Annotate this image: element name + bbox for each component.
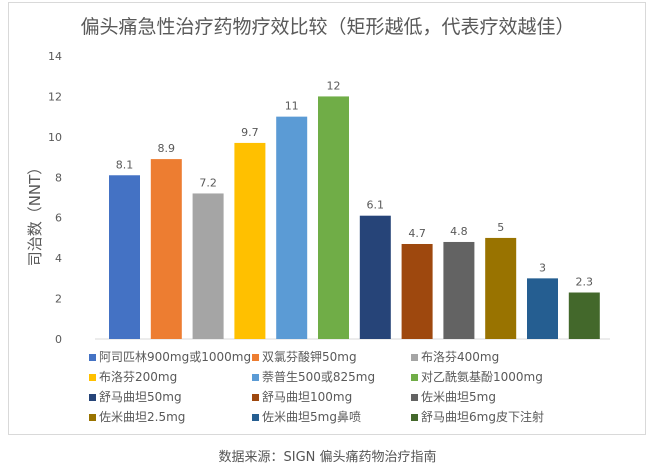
y-tick-label: 8: [55, 171, 62, 184]
legend-label: 布洛芬200mg: [99, 369, 177, 384]
legend-swatch: [252, 354, 259, 361]
legend-swatch: [252, 374, 259, 381]
legend: 阿司匹林900mg或1000mg 双氯芬酸钾50mg 布洛芬400mg 布洛芬200m…: [89, 349, 544, 424]
bar-value-label: 8.1: [116, 158, 134, 171]
bar: [527, 278, 558, 339]
y-axis-label: 司治数（NNT）: [26, 160, 44, 267]
legend-swatch: [411, 414, 418, 421]
bar: [443, 241, 475, 339]
bar: [234, 142, 266, 339]
bar: [359, 215, 391, 339]
bar-value-label: 12: [327, 79, 341, 92]
chart-title: 偏头痛急性治疗药物疗效比较（矩形越低，代表疗效越佳）: [80, 16, 575, 38]
legend-swatch: [252, 414, 259, 421]
legend-label: 舒马曲坦50mg: [99, 390, 182, 404]
y-tick-label: 4: [55, 252, 62, 265]
legend-label: 阿司匹林900mg或1000mg: [99, 350, 251, 364]
legend-label: 萘普生500或825mg: [262, 370, 375, 384]
legend-label: 双氯芬酸钾50mg: [262, 349, 357, 364]
legend-swatch: [89, 354, 96, 361]
bar: [401, 243, 433, 339]
legend-swatch: [89, 414, 96, 421]
legend-swatch: [411, 354, 418, 361]
y-tick-label: 6: [55, 212, 62, 225]
legend-swatch: [411, 394, 418, 401]
data-source-note: 数据来源：SIGN 偏头痛药物治疗指南: [218, 450, 437, 465]
bar: [276, 116, 308, 340]
bar: [485, 237, 517, 339]
bar-value-label: 2.3: [576, 276, 594, 289]
bar-value-label: 4.8: [450, 225, 468, 238]
bar-value-label: 8.9: [158, 142, 176, 155]
bar: [109, 175, 140, 339]
bars: 8.1 8.9 7.2 9.7 11 12 6.1 4.7 4.8 5 3 2.3: [109, 79, 600, 340]
bar-value-label: 11: [285, 100, 299, 113]
y-tick-label: 12: [48, 90, 62, 103]
y-tick-label: 2: [55, 293, 62, 306]
legend-swatch: [89, 374, 96, 381]
legend-swatch: [89, 394, 96, 401]
legend-label: 佐米曲坦5mg: [421, 390, 496, 404]
legend-label: 舒马曲坦6mg皮下注射: [421, 409, 544, 424]
legend-label: 布洛芬400mg: [421, 349, 499, 364]
bar-value-label: 4.7: [408, 227, 426, 240]
y-tick-labels: 0 2 4 6 8 10 12 14: [48, 50, 62, 346]
bar: [192, 193, 224, 339]
bar-value-label: 3: [539, 261, 546, 274]
y-tick-label: 10: [48, 131, 62, 144]
legend-label: 舒马曲坦100mg: [262, 390, 352, 404]
legend-label: 佐米曲坦5mg鼻喷: [262, 409, 361, 424]
bar-value-label: 5: [497, 221, 504, 234]
legend-swatch: [252, 394, 259, 401]
legend-label: 对乙酰氨基酚1000mg: [421, 370, 543, 384]
bar-value-label: 6.1: [367, 199, 385, 212]
y-tick-label: 14: [48, 50, 62, 63]
legend-label: 佐米曲坦2.5mg: [99, 410, 185, 424]
bar: [568, 292, 600, 339]
bar: [318, 96, 349, 339]
y-tick-label: 0: [55, 333, 62, 346]
legend-swatch: [411, 374, 418, 381]
bar-value-label: 7.2: [199, 176, 217, 189]
bar-value-label: 9.7: [241, 126, 259, 139]
bar: [150, 159, 182, 339]
